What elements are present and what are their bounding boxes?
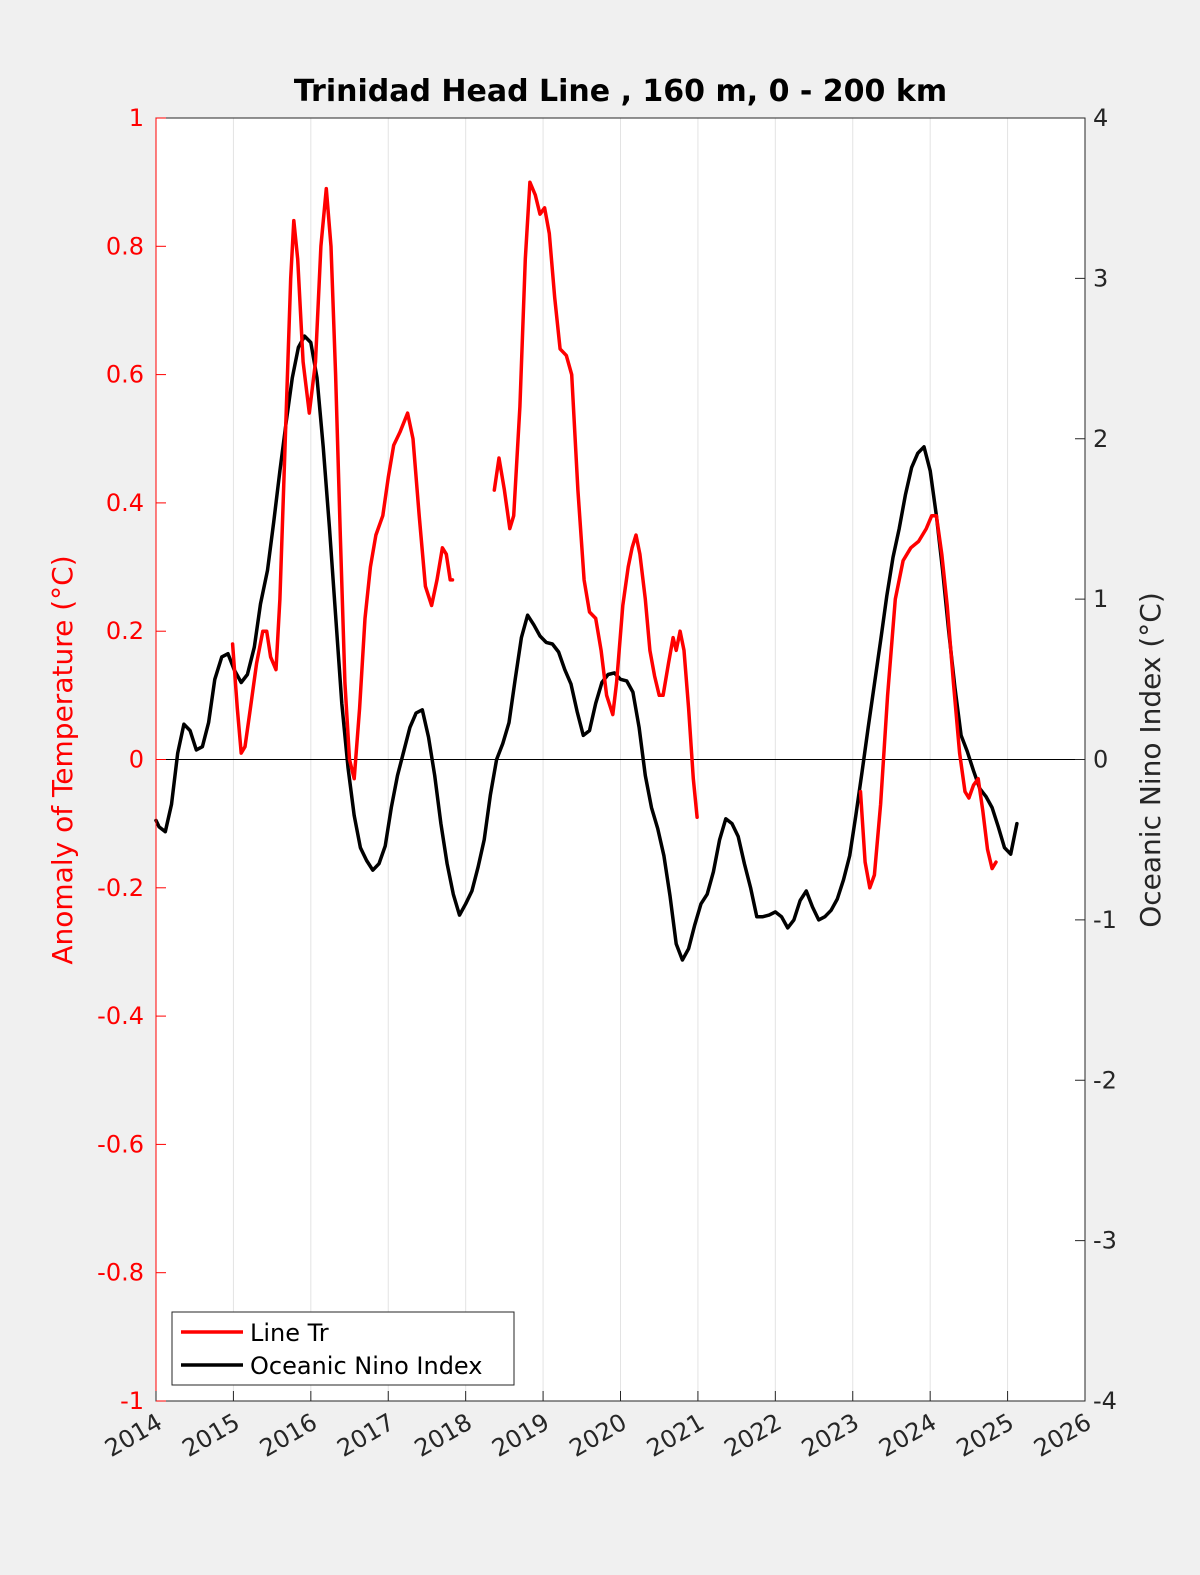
y-right-tick-label: 2 [1093,425,1108,453]
series-layer [154,180,1019,962]
y-left-tick-label: 0.6 [106,361,144,389]
y-right-tick-label: -3 [1093,1227,1117,1255]
line-tr-series-segment [858,513,998,890]
legend: Line Tr Oceanic Nino Index [171,1311,515,1386]
legend-label-oni: Oceanic Nino Index [250,1352,482,1380]
y-left-tick-label: 0.4 [106,489,144,517]
left-axis-label: Anomaly of Temperature (°C) [46,555,79,964]
y-right-tick-label: -2 [1093,1066,1117,1094]
legend-label-line-tr: Line Tr [250,1319,329,1347]
line-tr-series-segment [230,186,455,781]
y-right-tick-label: 1 [1093,585,1108,613]
y-right-tick-label: 4 [1093,104,1108,132]
y-left-tick-label: -0.2 [97,874,144,902]
y-left-tick-label: 0 [129,746,144,774]
y-left-tick-label: 1 [129,104,144,132]
chart-title: Trinidad Head Line , 160 m, 0 - 200 km [294,74,947,109]
y-right-tick-label: -4 [1093,1387,1117,1415]
y-left-tick-label: 0.2 [106,617,144,645]
right-axis-label: Oceanic Nino Index (°C) [1134,592,1167,928]
y-left-tick-label: -0.4 [97,1002,144,1030]
y-right-tick-label: 3 [1093,264,1108,292]
y-right-tick-label: -1 [1093,906,1117,934]
y-left-tick-label: -0.8 [97,1259,144,1287]
y-left-tick-label: -0.6 [97,1130,144,1158]
legend-box [171,1311,515,1386]
y-left-tick-label: 0.8 [106,232,144,260]
y-left-tick-label: -1 [120,1387,144,1415]
y-right-tick-label: 0 [1093,746,1108,774]
oni-series-line [154,334,1019,962]
line-tr-series-segment [492,180,699,819]
